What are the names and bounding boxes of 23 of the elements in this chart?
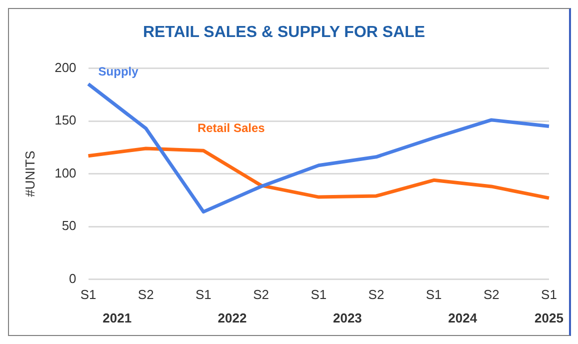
x-tick-label: S1 — [541, 286, 557, 302]
text: 2024 — [448, 310, 478, 326]
x-tick-label: S1 — [80, 286, 96, 302]
text: 2022 — [218, 310, 247, 326]
y-tick-label: 50 — [62, 218, 76, 234]
x-tick-label: S1 — [426, 286, 442, 302]
y-axis-title: #UNITS — [22, 150, 38, 197]
text: 2021 — [102, 310, 132, 326]
y-tick-label: 0 — [69, 270, 76, 286]
y-tick-label: 200 — [54, 60, 76, 75]
x-tick-label: S2 — [138, 286, 154, 302]
x-tick-label: S1 — [196, 286, 212, 302]
x-tick-label: S1 — [310, 286, 327, 302]
chart-title: RETAIL SALES & SUPPLY FOR SALE — [142, 24, 426, 42]
x-tick-label: S2 — [483, 286, 500, 302]
series-label: Supply — [98, 64, 139, 78]
text: 2025 — [534, 310, 564, 326]
y-tick-label: 150 — [54, 112, 76, 128]
y-tick-label: 100 — [54, 165, 76, 180]
series-label: Retail Sales — [197, 120, 266, 135]
text: 2023 — [332, 310, 362, 326]
x-tick-label: S2 — [368, 286, 384, 302]
x-tick-label: S2 — [253, 286, 270, 302]
